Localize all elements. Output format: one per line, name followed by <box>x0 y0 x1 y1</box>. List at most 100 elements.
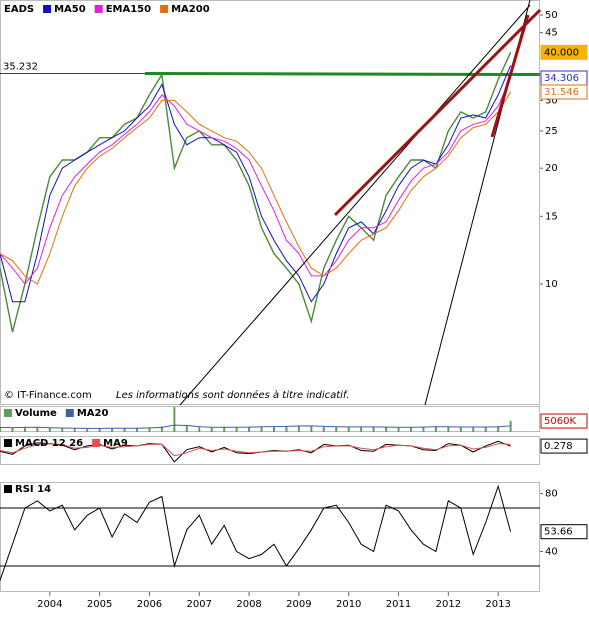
x-tick-label: 2010 <box>336 599 361 610</box>
y-tick-label: 20 <box>545 163 558 174</box>
volume-bar <box>48 428 51 432</box>
trend-line <box>490 14 530 138</box>
y-tick-label: 25 <box>545 126 558 137</box>
volume-bar <box>0 427 1 432</box>
x-tick-label: 2007 <box>187 599 212 610</box>
volume-bar <box>335 427 338 432</box>
volume-bar <box>297 425 300 432</box>
legend-label: EMA150 <box>106 4 151 15</box>
volume-bar <box>148 427 151 432</box>
legend-swatch <box>43 5 52 13</box>
y-tick-label: 80 <box>545 489 558 500</box>
series-line <box>0 77 512 285</box>
value-badge-label: 0.278 <box>544 441 573 452</box>
volume-bar <box>372 427 375 432</box>
legend-swatch <box>94 5 103 13</box>
legend-swatch <box>65 409 74 417</box>
volume-bar <box>459 427 462 432</box>
volume-bar <box>497 426 500 432</box>
volume-bar <box>86 428 89 432</box>
volume-bar <box>409 427 412 432</box>
volume-bar <box>322 426 325 432</box>
legend-label: EADS <box>4 4 34 15</box>
volume-bar <box>285 425 288 432</box>
trend-lines <box>179 0 542 406</box>
legend-label: MA20 <box>77 408 109 419</box>
value-badge <box>540 524 588 540</box>
volume-bar <box>210 427 213 432</box>
series-line <box>0 484 512 581</box>
volume-bar <box>272 426 275 432</box>
legend-swatch <box>160 5 169 13</box>
legend-swatch <box>92 439 101 447</box>
legend-label: MA50 <box>54 4 86 15</box>
y-tick-label: 45 <box>545 28 558 39</box>
legend-swatch <box>4 439 12 447</box>
volume-bar <box>509 421 512 432</box>
volume-bar <box>472 426 475 432</box>
volume-bar <box>310 426 313 432</box>
value-badge <box>540 44 588 60</box>
legend-label: Volume <box>15 408 57 419</box>
x-tick-label: 2009 <box>286 599 311 610</box>
panel <box>0 482 540 592</box>
y-tick-label: 10 <box>545 279 558 290</box>
y-tick-label: 50 <box>545 10 558 21</box>
volume-bar <box>111 428 114 432</box>
volume-bar <box>260 426 263 432</box>
volume-bar <box>173 407 176 432</box>
volume-bar <box>61 428 64 432</box>
volume-bar <box>422 426 425 432</box>
x-tick-label: 2011 <box>386 599 411 610</box>
volume-bar <box>123 428 126 432</box>
x-tick-label: 2012 <box>436 599 461 610</box>
volume-bar <box>98 428 101 432</box>
legend-swatch <box>4 485 12 493</box>
x-tick-label: 2006 <box>137 599 162 610</box>
panel <box>0 406 540 432</box>
volume-bar <box>135 427 138 432</box>
value-badge-label: 53.66 <box>544 527 573 538</box>
value-badge <box>540 438 588 454</box>
legend-label: MA9 <box>103 438 128 449</box>
trend-line <box>333 8 542 217</box>
x-tick-label: 2004 <box>37 599 62 610</box>
value-badge-label: 31.546 <box>544 87 579 98</box>
trend-line <box>179 4 531 406</box>
series-line <box>0 65 512 303</box>
value-badge <box>540 413 588 429</box>
series-line <box>0 91 512 285</box>
volume-bar <box>160 426 163 432</box>
volume-bar <box>360 426 363 432</box>
legend-label: RSI 14 <box>15 484 51 495</box>
volume-bar <box>23 426 26 432</box>
volume-bar <box>484 427 487 432</box>
value-badge-label: 5060K <box>544 416 576 427</box>
x-tick-label: 2013 <box>485 599 510 610</box>
legend-swatch <box>4 409 12 417</box>
level-label: 35.232 <box>3 62 38 73</box>
volume-bar <box>73 428 76 432</box>
y-tick-label: 30 <box>545 95 558 106</box>
legend-label: MACD 12 26 <box>15 438 83 449</box>
volume-bar <box>447 427 450 432</box>
volume-bar <box>248 427 251 432</box>
y-tick-label: 40 <box>545 546 558 557</box>
value-badge <box>540 84 588 100</box>
volume-bar <box>235 427 238 432</box>
annotation: Les informations sont données à titre in… <box>116 389 349 401</box>
x-tick-label: 2005 <box>87 599 112 610</box>
volume-bar <box>36 427 39 432</box>
volume-bar <box>185 425 188 432</box>
volume-bar <box>223 426 226 432</box>
volume-bar <box>434 426 437 432</box>
series-line <box>0 443 511 457</box>
x-tick-label: 2008 <box>236 599 261 610</box>
legend-label: MA200 <box>171 4 210 15</box>
volume-bar <box>347 427 350 432</box>
volume-bar <box>385 427 388 432</box>
value-badge-label: 40.000 <box>544 47 579 58</box>
value-badge-label: 34.306 <box>544 73 579 84</box>
